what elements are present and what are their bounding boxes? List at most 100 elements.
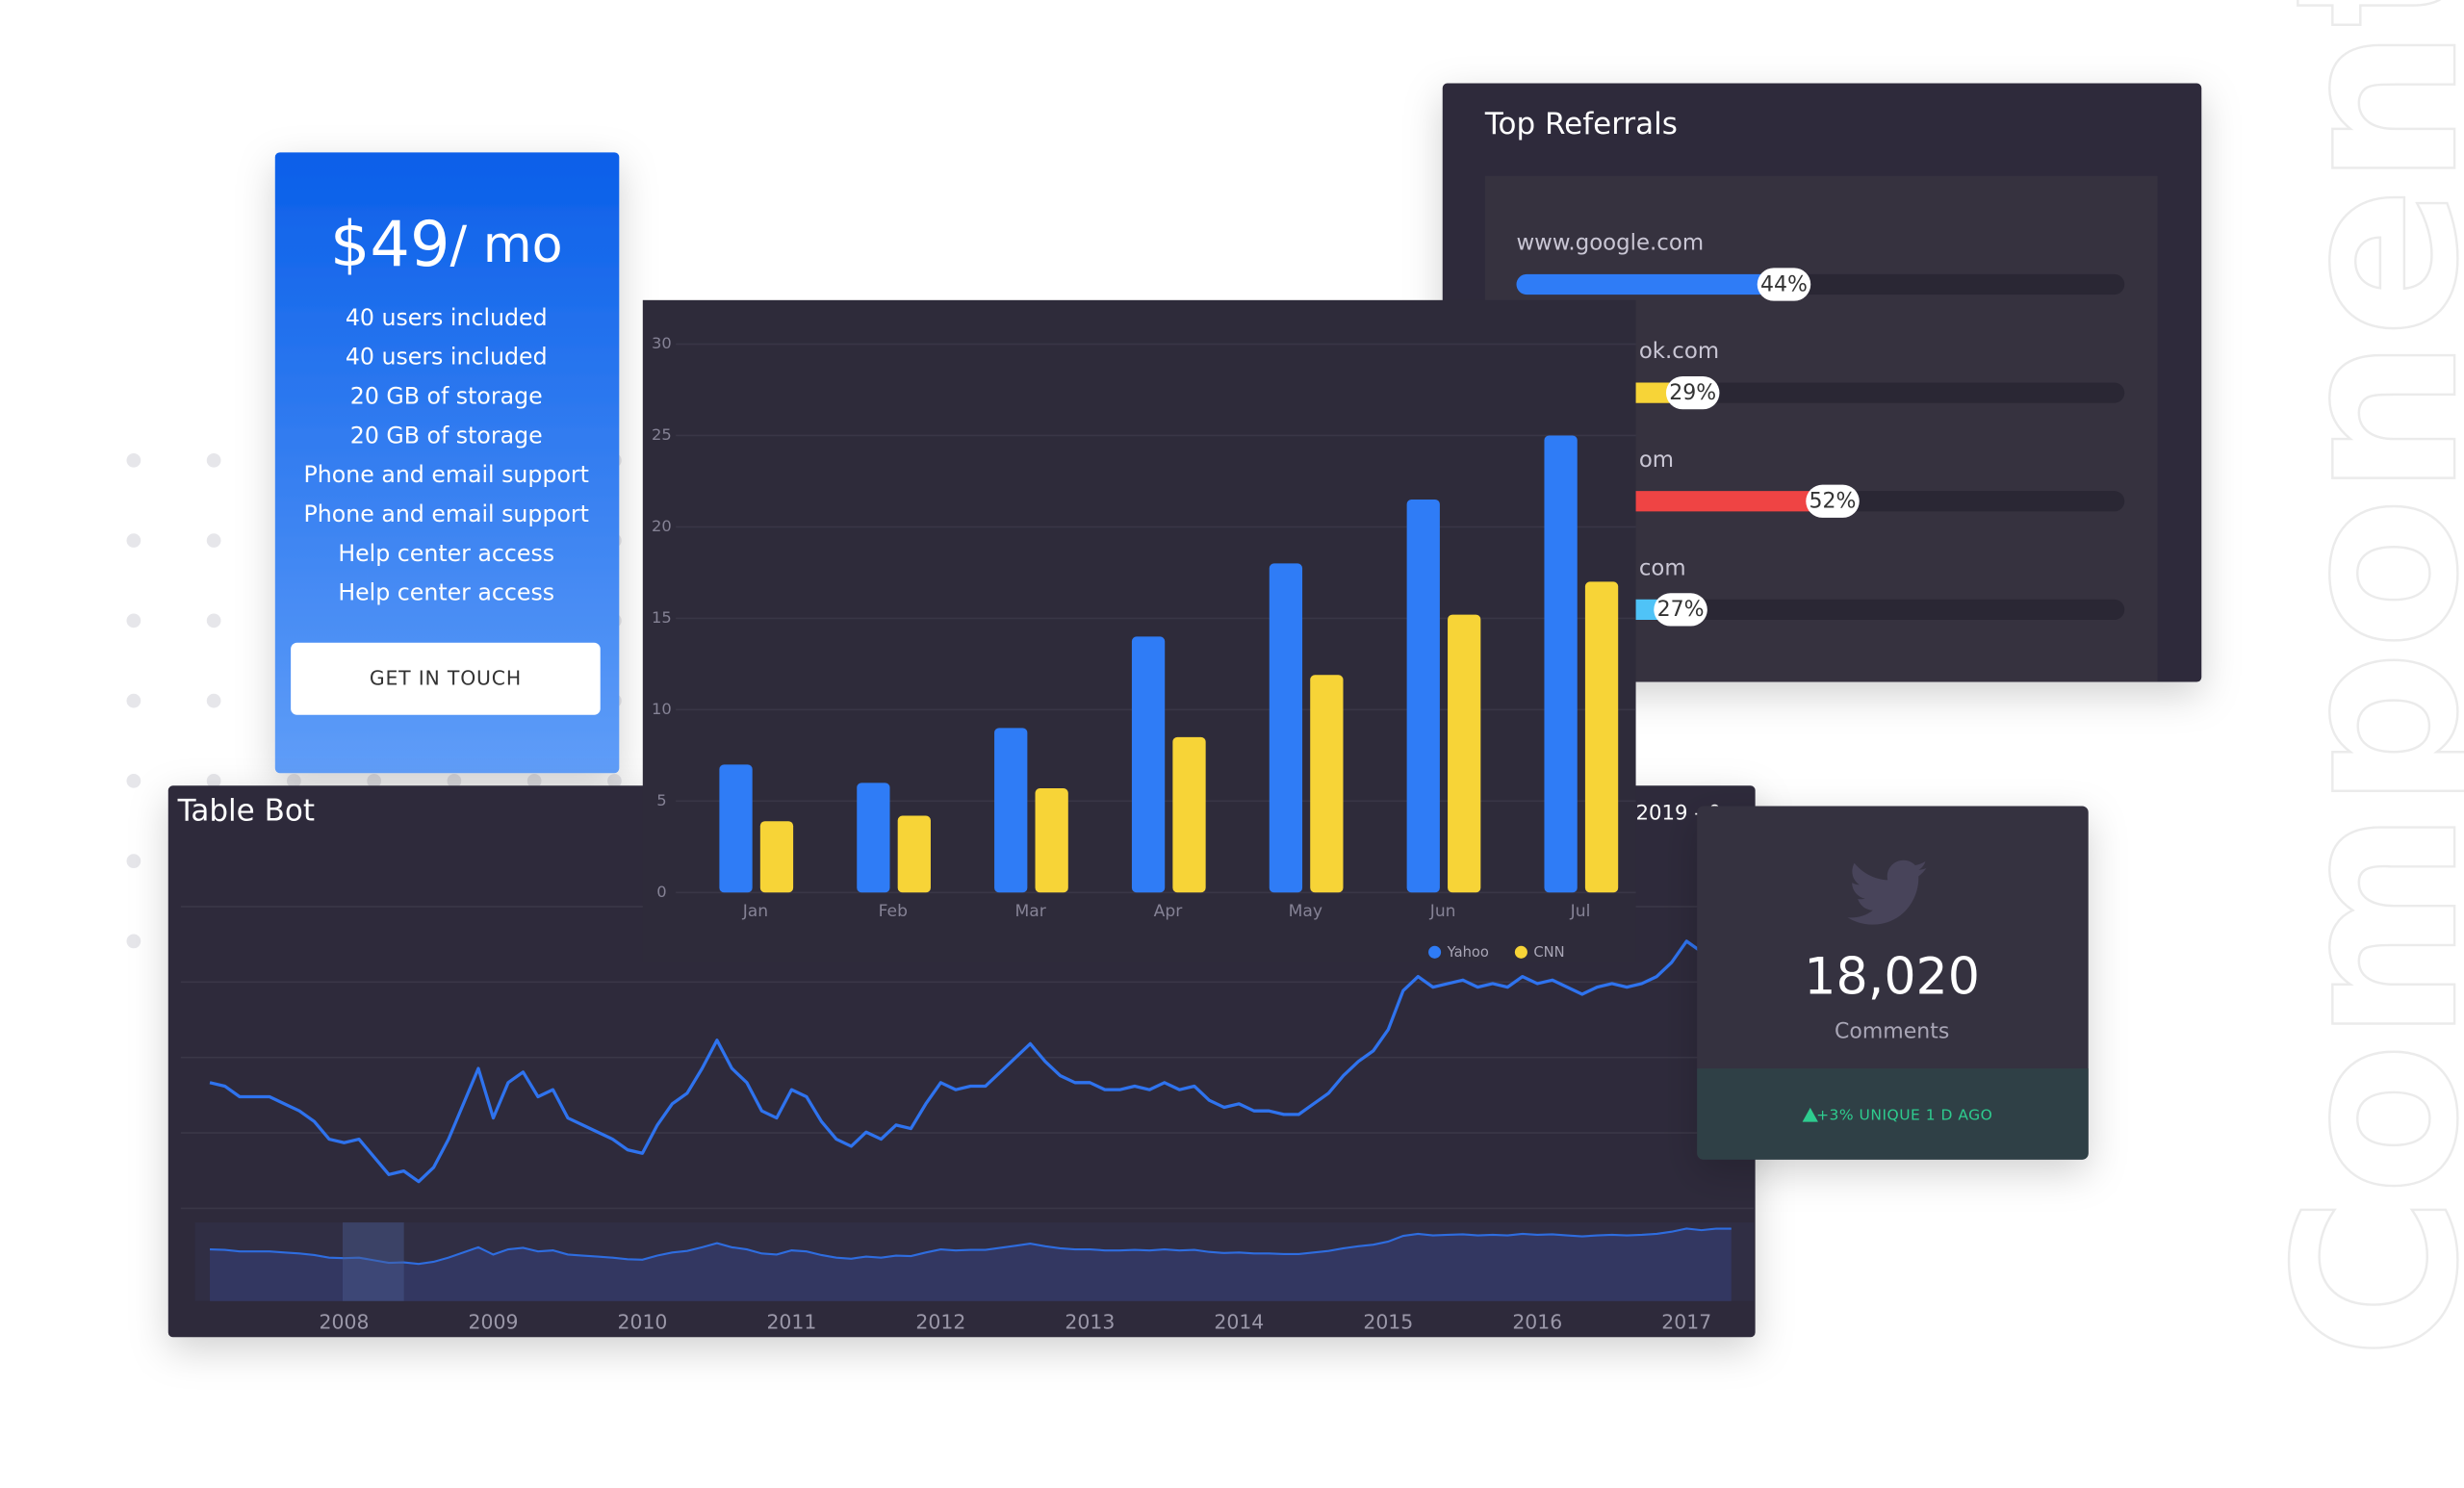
dot xyxy=(126,774,141,788)
bar xyxy=(1544,435,1578,893)
dot xyxy=(367,774,381,788)
referral-label: 27% xyxy=(1657,598,1705,622)
dot xyxy=(206,693,221,708)
y-tick-label: 25 xyxy=(652,425,672,444)
referral-label: 52% xyxy=(1810,490,1857,514)
price-amount: $49 xyxy=(330,208,450,281)
bar xyxy=(1310,675,1344,893)
stats-footer xyxy=(1697,1068,2089,1160)
referral-label: 29% xyxy=(1669,381,1716,405)
dot xyxy=(206,613,221,629)
bar xyxy=(1131,636,1166,893)
feature: Help center access xyxy=(338,540,554,567)
y-tick-label: 0 xyxy=(656,883,666,901)
x-tick-label: 2010 xyxy=(617,1311,667,1334)
dot xyxy=(206,533,221,548)
bar xyxy=(1172,736,1206,893)
referral-bar xyxy=(1516,273,1784,295)
stats-card: 18,020 Comments +3% UNIQUE 1 D AGO xyxy=(1697,806,2089,1160)
dot xyxy=(126,533,141,548)
referral-badge xyxy=(1665,375,1720,410)
legend-marker xyxy=(1514,945,1527,959)
referral-badge xyxy=(1806,484,1860,518)
y-tick-label: 15 xyxy=(652,608,672,627)
x-tick-label: Apr xyxy=(1154,902,1184,921)
dot xyxy=(287,774,301,788)
twitter-icon xyxy=(1847,859,1929,925)
dot xyxy=(607,774,622,788)
referral-badge xyxy=(1757,268,1811,301)
dot xyxy=(126,854,141,868)
stats-change: +3% UNIQUE 1 D AGO xyxy=(1816,1107,1992,1124)
dot xyxy=(126,934,141,949)
dot xyxy=(526,774,542,788)
x-tick-label: May xyxy=(1289,902,1322,921)
dot xyxy=(126,452,141,468)
bar xyxy=(1269,563,1303,893)
x-tick-label: 2008 xyxy=(320,1311,370,1334)
y-tick-label: 5 xyxy=(656,791,666,809)
navigator-selection xyxy=(342,1222,404,1301)
feature: Phone and email support xyxy=(304,461,589,488)
bar xyxy=(759,821,794,893)
bar xyxy=(719,764,753,893)
bar xyxy=(994,728,1028,893)
legend-label: CNN xyxy=(1533,944,1564,961)
bar-panel: 0 5 10 15 20 25 30 Jan Feb Mar Apr May Jun Jul Yahoo CN… xyxy=(642,299,1636,962)
feature: Help center access xyxy=(338,579,554,606)
x-tick-label: Jul xyxy=(1570,902,1591,921)
x-tick-label: 2012 xyxy=(915,1311,965,1334)
stats-caption: Comments xyxy=(1835,1020,1949,1044)
legend-label: Yahoo xyxy=(1447,944,1489,961)
bar xyxy=(1584,581,1619,893)
feature: 40 users included xyxy=(346,344,548,371)
line xyxy=(209,939,1732,1184)
price: $49/ mo xyxy=(330,208,563,281)
x-tick-label: 2015 xyxy=(1363,1311,1413,1334)
stats-count: 18,020 xyxy=(1804,949,1980,1007)
referral-badge xyxy=(1654,593,1707,627)
x-tick-label: 2016 xyxy=(1512,1311,1562,1334)
feature: 20 GB of storage xyxy=(350,383,543,410)
feature: 20 GB of storage xyxy=(350,422,543,449)
button[interactable] xyxy=(291,642,601,715)
feature: Phone and email support xyxy=(304,500,589,527)
dot xyxy=(206,452,221,468)
stock-title: Table Bot xyxy=(177,794,315,829)
button-label[interactable]: GET IN TOUCH xyxy=(370,666,522,689)
bar xyxy=(1448,614,1481,893)
navigator-line xyxy=(209,1227,1732,1266)
referral-site: ok.com xyxy=(1639,339,1719,364)
y-tick-label: 10 xyxy=(652,700,672,718)
x-tick-label: Feb xyxy=(879,902,908,921)
bar xyxy=(1406,499,1440,893)
bar xyxy=(857,782,890,893)
x-tick-label: 2014 xyxy=(1214,1311,1264,1334)
dot xyxy=(126,613,141,629)
referral-site: www.google.com xyxy=(1516,231,1704,256)
bar xyxy=(897,815,931,893)
x-tick-label: 2017 xyxy=(1661,1311,1711,1334)
x-tick-label: 2011 xyxy=(766,1311,816,1334)
x-tick-label: Jan xyxy=(742,902,768,921)
referral-label: 44% xyxy=(1760,272,1808,296)
feature: 40 users included xyxy=(346,304,548,331)
watermark: Components xyxy=(2247,0,2464,1359)
x-tick-label: Jun xyxy=(1429,902,1456,921)
up-arrow xyxy=(1802,1107,1818,1122)
pricing-background xyxy=(274,152,620,774)
navigator-area xyxy=(210,1228,1732,1301)
dot xyxy=(447,774,462,788)
legend-marker xyxy=(1428,945,1442,959)
referral-site: om xyxy=(1639,448,1674,473)
price-period: / mo xyxy=(450,217,563,274)
referral-site: com xyxy=(1639,555,1686,580)
dot xyxy=(206,774,221,788)
x-tick-label: 2013 xyxy=(1065,1311,1115,1334)
feature-list: 40 users included 40 users included 20 GB … xyxy=(304,304,589,606)
y-tick-label: 20 xyxy=(652,517,672,535)
x-tick-label: 2009 xyxy=(469,1311,519,1334)
referrals-title: Top Referrals xyxy=(1484,107,1678,141)
